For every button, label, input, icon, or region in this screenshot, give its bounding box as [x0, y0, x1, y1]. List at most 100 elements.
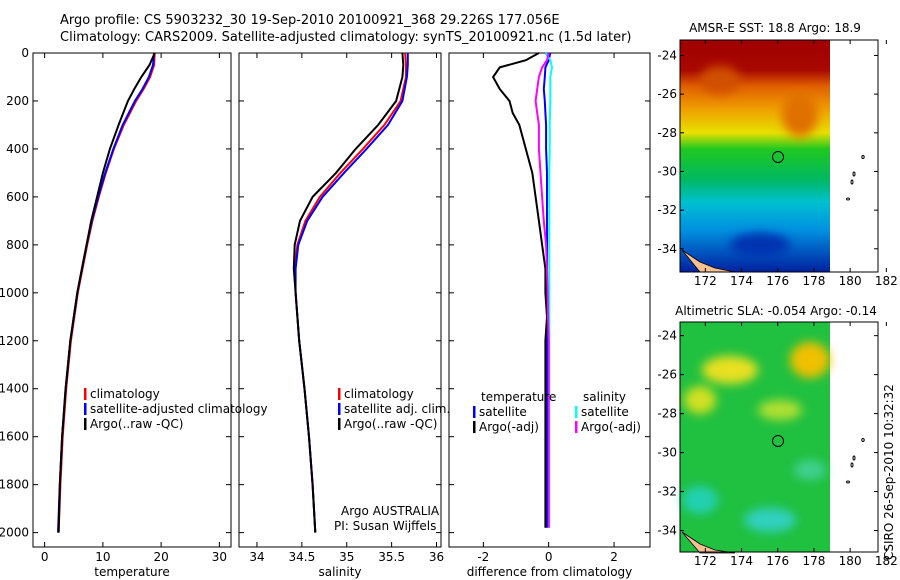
legend-label: temperature — [481, 390, 556, 404]
argo-location-marker — [772, 435, 784, 447]
x-tick-label: 0 — [545, 550, 553, 564]
x-tick-label: 2 — [610, 550, 618, 564]
y-tick-label: 1600 — [0, 430, 29, 444]
sla-blob — [702, 356, 758, 384]
lat-tick-label: -30 — [657, 164, 677, 178]
lon-tick-label: 176 — [766, 554, 789, 568]
y-tick-label: 200 — [6, 94, 29, 108]
legend-label: Argo(-adj) — [479, 420, 539, 434]
y-tick-label: 1000 — [0, 286, 29, 300]
lat-tick-label: -24 — [657, 48, 677, 62]
series-line-salinity-argo-adj- — [534, 52, 550, 528]
x-tick-label: 0 — [41, 550, 49, 564]
sla-map: Altimetric SLA: -0.054 Argo: -0.14 — [675, 304, 877, 554]
profile-panel-2: 34 34.5 35 35.5 36 salinity climatologysatelli… — [238, 52, 450, 579]
legend-swatch — [575, 421, 578, 433]
sla-blob — [794, 460, 826, 480]
legend-label: Argo(-adj) — [581, 420, 641, 434]
lat-tick-label: -32 — [657, 203, 677, 217]
figure-title-line1: Argo profile: CS 5903232_30 19-Sep-2010 … — [60, 13, 560, 28]
lon-tick-label: 178 — [802, 274, 825, 288]
legend-label: climatology — [344, 387, 414, 401]
lat-tick-label: -24 — [657, 329, 677, 343]
series-line-satellite-adjusted-climatology — [57, 52, 156, 533]
lon-tick-label: 178 — [802, 554, 825, 568]
lat-tick-label: -32 — [657, 485, 677, 499]
lon-tick-label: 182 — [875, 554, 898, 568]
sst-blob — [730, 233, 790, 257]
x-tick-label: 30 — [212, 550, 227, 564]
legend-swatch — [338, 388, 341, 400]
x-axis-label: difference from climatology — [467, 565, 633, 579]
x-tick-label: 35 — [339, 550, 354, 564]
legend-label: satellite — [479, 405, 527, 419]
y-tick-label: 600 — [6, 190, 29, 204]
islands — [846, 438, 865, 484]
lon-tick-label: 182 — [875, 274, 898, 288]
lon-tick-label: 174 — [730, 274, 753, 288]
sla-blob — [744, 508, 796, 532]
lat-tick-label: -30 — [657, 446, 677, 460]
profile-panel-1: 0 10 20 30 0 200 400 600 800 1000 1200 1400 1600 1800… — [0, 46, 268, 579]
y-tick-label: 2000 — [0, 526, 29, 540]
legend-swatch — [84, 403, 87, 415]
legend-swatch — [338, 403, 341, 415]
x-tick-label: 35.5 — [378, 550, 405, 564]
map-frame — [679, 321, 879, 553]
y-tick-label: 1800 — [0, 478, 29, 492]
map-frame — [679, 39, 879, 273]
legend-label: satellite-adjusted climatology — [90, 402, 268, 416]
legend-swatch — [338, 418, 341, 430]
sla-blob — [758, 400, 802, 420]
y-tick-label: 1400 — [0, 382, 29, 396]
y-tick-label: 800 — [6, 238, 29, 252]
series-line-temperature-satellite — [542, 52, 552, 528]
x-axis-label: temperature — [94, 565, 169, 579]
x-tick-label: -2 — [477, 550, 489, 564]
lon-tick-label: 180 — [839, 274, 862, 288]
x-tick-label: 10 — [95, 550, 110, 564]
y-tick-label: 0 — [21, 46, 29, 60]
x-tick-label: 20 — [153, 550, 168, 564]
legend-swatch — [84, 418, 87, 430]
footer-stamp: CSIRO 26-Sep-2010 10:32:32 — [882, 384, 896, 560]
legend-label: Argo(..raw -QC) — [344, 417, 437, 431]
sst-blob — [782, 93, 818, 137]
argo-location-marker — [772, 151, 784, 163]
series-line-climatology — [57, 52, 156, 533]
series-line-argo-raw-qc- — [57, 52, 156, 533]
annotation-pi: PI: Susan Wijffels — [334, 519, 436, 533]
legend-label: salinity — [583, 390, 626, 404]
legend-label: satellite — [581, 405, 629, 419]
sla-blob — [790, 342, 830, 378]
series-line-argo-raw-qc- — [292, 52, 405, 533]
sla-blob — [682, 486, 718, 514]
lat-tick-label: -34 — [657, 524, 677, 538]
lon-tick-label: 172 — [694, 554, 717, 568]
plot-frame — [238, 52, 442, 548]
legend-label: satellite adj. clim. — [344, 402, 450, 416]
y-tick-label: 1200 — [0, 334, 29, 348]
legend-swatch — [575, 406, 578, 418]
lon-tick-label: 176 — [766, 274, 789, 288]
legend-swatch — [84, 388, 87, 400]
series-line-temperature-argo-adj- — [491, 52, 549, 528]
x-tick-label: 34.5 — [288, 550, 315, 564]
legend-label: Argo(..raw -QC) — [90, 417, 183, 431]
sst-map: AMSR-E SST: 18.8 Argo: 18.9 — [680, 21, 865, 273]
y-tick-label: 400 — [6, 142, 29, 156]
lat-tick-label: -26 — [657, 87, 677, 101]
series-line-satellite-adj-clim- — [294, 53, 409, 533]
lon-tick-label: 180 — [839, 554, 862, 568]
lon-tick-label: 172 — [694, 274, 717, 288]
x-axis-label: salinity — [318, 565, 361, 579]
lon-tick-label: 174 — [730, 554, 753, 568]
islands — [846, 155, 865, 201]
legend-label: climatology — [90, 387, 160, 401]
plot-frame — [32, 52, 232, 548]
lat-tick-label: -28 — [657, 126, 677, 140]
coastline — [681, 249, 736, 273]
sst-map-title: AMSR-E SST: 18.8 Argo: 18.9 — [689, 21, 861, 35]
